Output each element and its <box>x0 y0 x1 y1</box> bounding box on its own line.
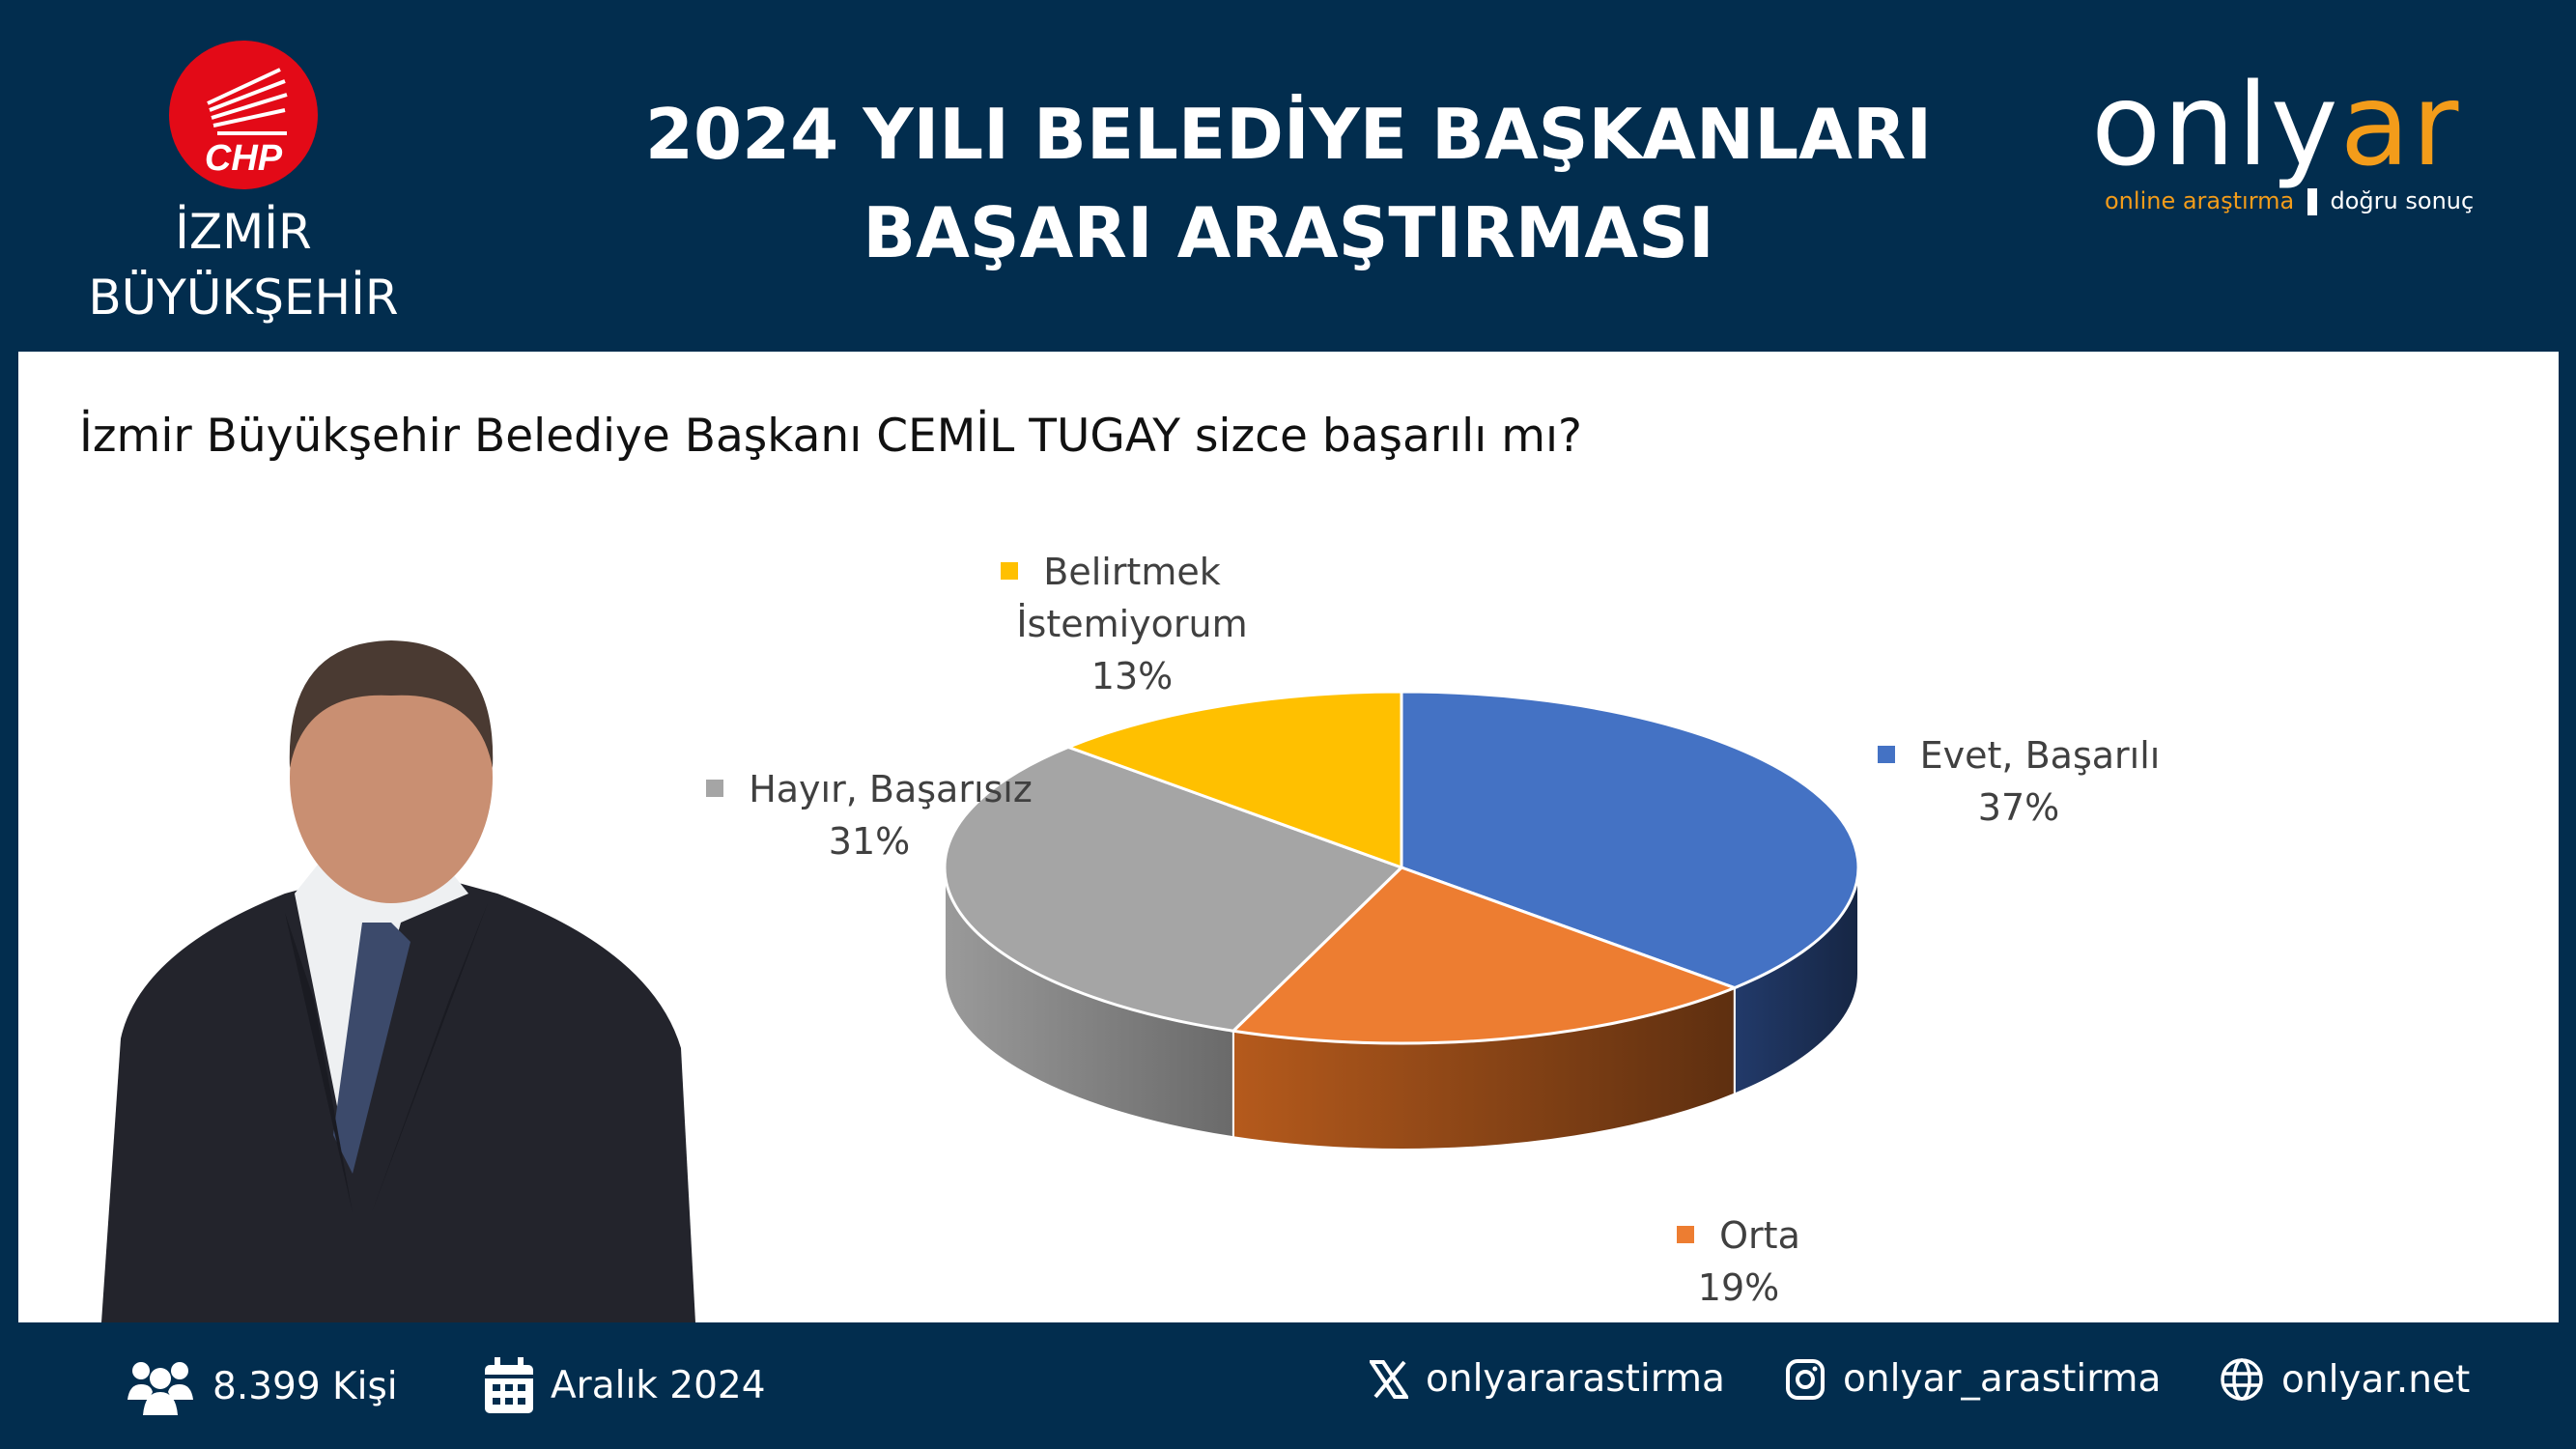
legend-swatch-orta <box>1677 1225 1695 1243</box>
pie-slice <box>943 745 1404 1033</box>
label-hayir: Hayır, Başarısız 31% <box>676 763 1062 867</box>
globe-icon <box>2221 1358 2263 1401</box>
logo-main-white: only <box>2091 58 2340 191</box>
instagram-icon <box>1786 1358 1825 1400</box>
x-logo-icon <box>1370 1359 1408 1399</box>
logo-main-orange: ar <box>2339 58 2461 191</box>
svg-text:CHP: CHP <box>205 138 283 179</box>
label-evet: Evet, Başarılı 37% <box>1816 729 2222 834</box>
legend-swatch-belirtmek <box>1001 561 1019 580</box>
mayor-portrait <box>101 633 700 1322</box>
slice-label: Evet, Başarılı <box>1919 734 2161 777</box>
title-line1: 2024 YILI BELEDİYE BAŞKANLARI <box>644 94 1933 175</box>
slice-label-line1: Belirtmek <box>1043 551 1221 593</box>
slice-value: 31% <box>828 820 911 863</box>
footer-date: Aralık 2024 <box>485 1357 766 1413</box>
footer-website[interactable]: onlyar.net <box>2220 1357 2470 1402</box>
city-line2: BÜYÜKŞEHİR <box>88 270 399 326</box>
chp-logo: CHP <box>169 41 318 189</box>
footer-x[interactable]: onlyararastirma <box>1370 1357 1725 1401</box>
pie-slice <box>1064 690 1403 870</box>
label-orta: Orta 19% <box>1642 1209 1835 1314</box>
slice-label: Hayır, Başarısız <box>749 768 1033 810</box>
people-icon <box>127 1362 193 1415</box>
onlyar-logo: onlyar online araştırma doğru sonuç <box>2091 68 2506 232</box>
footer-sample: 8.399 Kişi <box>126 1357 398 1415</box>
city-label: İZMİR BÜYÜKŞEHİR <box>50 199 437 330</box>
legend-swatch-evet <box>1877 745 1895 763</box>
slice-label-line2: İstemiyorum <box>1016 603 1248 645</box>
instagram-link[interactable]: onlyar_arastirma <box>1843 1357 2162 1401</box>
logo-tagline-left: online araştırma <box>2105 187 2295 214</box>
x-handle-link[interactable]: onlyararastirma <box>1426 1357 1725 1401</box>
calendar-icon <box>485 1357 533 1413</box>
slice-value: 13% <box>1090 655 1174 697</box>
logo-tagline-right: doğru sonuç <box>2330 187 2475 214</box>
question-text: İzmir Büyükşehir Belediye Başkanı CEMİL … <box>79 410 1583 463</box>
slice-value: 19% <box>1697 1266 1780 1309</box>
pie-slice <box>1230 866 1739 1045</box>
website-link[interactable]: onlyar.net <box>2281 1357 2471 1402</box>
label-belirtmek: Belirtmek İstemiyorum 13% <box>918 546 1304 702</box>
legend-swatch-hayir <box>706 779 724 797</box>
slice-value: 37% <box>1977 786 2060 829</box>
footer-instagram[interactable]: onlyar_arastirma <box>1785 1357 2161 1401</box>
survey-date: Aralık 2024 <box>551 1363 766 1407</box>
sample-size: 8.399 Kişi <box>212 1364 398 1408</box>
page-title: 2024 YILI BELEDİYE BAŞKANLARI BAŞARI ARA… <box>612 85 1965 282</box>
title-line2: BAŞARI ARAŞTIRMASI <box>863 192 1714 273</box>
city-line1: İZMİR <box>175 204 312 260</box>
slice-label: Orta <box>1719 1214 1800 1257</box>
pie-slice <box>1400 690 1860 990</box>
